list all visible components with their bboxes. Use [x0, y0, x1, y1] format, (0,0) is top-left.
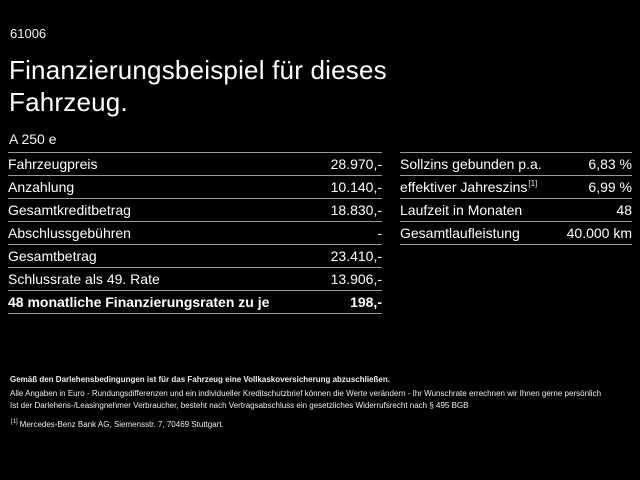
row-label: Gesamtbetrag	[8, 248, 97, 264]
footer-disclaimer-2: Ist der Darlehens-/Leasingnehmer Verbrau…	[10, 401, 469, 410]
table-row-monthly-rate: 48 monatliche Finanzierungsraten zu je 1…	[8, 291, 382, 314]
table-row: Gesamtlaufleistung 40.000 km	[400, 222, 632, 245]
row-label: Abschlussgebühren	[8, 225, 131, 241]
row-value: 28.970,-	[330, 156, 382, 172]
table-row: Abschlussgebühren -	[8, 222, 382, 245]
financing-table-right: Sollzins gebunden p.a. 6,83 % effektiver…	[400, 152, 632, 245]
row-label: effektiver Jahreszins[1]	[400, 179, 538, 195]
row-value: -	[377, 225, 382, 241]
table-row: Gesamtkreditbetrag 18.830,-	[8, 199, 382, 222]
row-value: 6,99 %	[588, 179, 632, 195]
table-row: Anzahlung 10.140,-	[8, 176, 382, 199]
table-row: Fahrzeugpreis 28.970,-	[8, 153, 382, 176]
row-value: 198,-	[350, 294, 382, 310]
row-value: 48	[616, 202, 632, 218]
page-title-line2: Fahrzeug.	[9, 87, 128, 117]
row-label: Laufzeit in Monaten	[400, 202, 523, 218]
row-label: Sollzins gebunden p.a.	[400, 156, 542, 172]
stock-number: 61006	[10, 26, 47, 41]
vehicle-model: A 250 e	[9, 131, 57, 147]
row-label: Anzahlung	[8, 179, 75, 195]
row-value: 10.140,-	[330, 179, 382, 195]
table-row: Gesamtbetrag 23.410,-	[8, 245, 382, 268]
row-label: Fahrzeugpreis	[8, 156, 98, 172]
row-label: Gesamtkreditbetrag	[8, 202, 131, 218]
row-value: 13.906,-	[330, 271, 382, 287]
table-row: Laufzeit in Monaten 48	[400, 199, 632, 222]
footer-insurance-note: Gemäß den Darlehensbedingungen ist für d…	[10, 375, 390, 384]
footer-disclaimer-1: Alle Angaben in Euro - Rundungsdifferenz…	[10, 389, 602, 398]
row-value: 6,83 %	[588, 156, 632, 172]
row-label: 48 monatliche Finanzierungsraten zu je	[8, 294, 270, 310]
footnote-text: Mercedes-Benz Bank AG, Siemensstr. 7, 70…	[19, 420, 224, 429]
table-row: Schlussrate als 49. Rate 13.906,-	[8, 268, 382, 291]
page-title-line1: Finanzierungsbeispiel für dieses	[9, 55, 387, 85]
row-label: Schlussrate als 49. Rate	[8, 271, 160, 287]
footnote-marker: [1]	[11, 419, 18, 426]
table-row: Sollzins gebunden p.a. 6,83 %	[400, 153, 632, 176]
row-label: Gesamtlaufleistung	[400, 225, 520, 241]
row-value: 40.000 km	[566, 225, 632, 241]
page-title: Finanzierungsbeispiel für dieses Fahrzeu…	[9, 54, 387, 118]
row-value: 23.410,-	[330, 248, 382, 264]
financing-table-left: Fahrzeugpreis 28.970,- Anzahlung 10.140,…	[8, 152, 382, 314]
footnote-ref: [1]	[528, 179, 538, 189]
row-value: 18.830,-	[330, 202, 382, 218]
footer-footnote: [1] Mercedes-Benz Bank AG, Siemensstr. 7,…	[10, 419, 634, 430]
table-row: effektiver Jahreszins[1] 6,99 %	[400, 176, 632, 199]
